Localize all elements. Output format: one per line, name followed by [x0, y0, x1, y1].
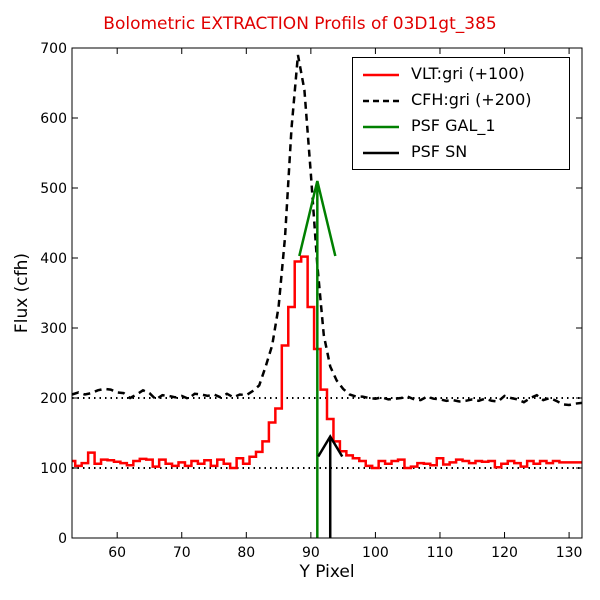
y-tick-label: 400 — [40, 251, 67, 267]
legend-label-cfh: CFH:gri (+200) — [411, 90, 532, 109]
legend-swatch-vlt — [363, 73, 399, 77]
arrow-psf-gal — [298, 180, 337, 538]
x-tick-label: 130 — [556, 545, 583, 561]
arrow-psf-sn-head — [317, 434, 344, 458]
x-tick-label: 60 — [108, 545, 126, 561]
x-tick-label: 110 — [427, 545, 454, 561]
axes-frame — [71, 47, 583, 539]
legend-swatch-psf-gal — [363, 125, 399, 129]
series-vlt-steps — [72, 255, 582, 470]
y-tick-label: 600 — [40, 111, 67, 127]
legend-item-psf-sn: PSF SN — [353, 141, 569, 165]
x-tick-label: 120 — [491, 545, 518, 561]
arrow-psf-sn — [317, 434, 344, 538]
series-layer — [71, 54, 583, 538]
x-axis-label: Y Pixel — [299, 562, 355, 582]
y-tick-label: 200 — [40, 391, 67, 407]
legend-swatch-cfh — [363, 99, 399, 103]
y-tick-label: 100 — [40, 461, 67, 477]
y-tick-label: 0 — [58, 531, 67, 547]
y-axis-label: Flux (cfh) — [12, 252, 32, 334]
y-tick-label: 500 — [40, 181, 67, 197]
axis-ticks: 60 70 80 90 100 110 120 130 0 100 200 300 400 500 600 7… — [40, 41, 582, 561]
legend-label-psf-sn: PSF SN — [411, 142, 468, 161]
legend: VLT:gri (+100) CFH:gri (+200) PSF GAL_1 … — [352, 57, 570, 170]
chart-title: Bolometric EXTRACTION Profils of 03D1gt_… — [103, 14, 497, 34]
arrow-psf-gal-head — [298, 180, 337, 257]
x-tick-label: 70 — [173, 545, 191, 561]
legend-label-vlt: VLT:gri (+100) — [411, 64, 525, 83]
x-tick-label: 80 — [237, 545, 255, 561]
legend-item-cfh: CFH:gri (+200) — [353, 89, 569, 113]
legend-swatch-psf-sn — [363, 151, 399, 155]
x-tick-label: 90 — [302, 545, 320, 561]
x-tick-label: 100 — [362, 545, 389, 561]
legend-item-psf-gal: PSF GAL_1 — [353, 115, 569, 139]
y-tick-label: 300 — [40, 321, 67, 337]
y-tick-label: 700 — [40, 41, 67, 57]
legend-label-psf-gal: PSF GAL_1 — [411, 116, 496, 135]
legend-item-vlt: VLT:gri (+100) — [353, 63, 569, 87]
